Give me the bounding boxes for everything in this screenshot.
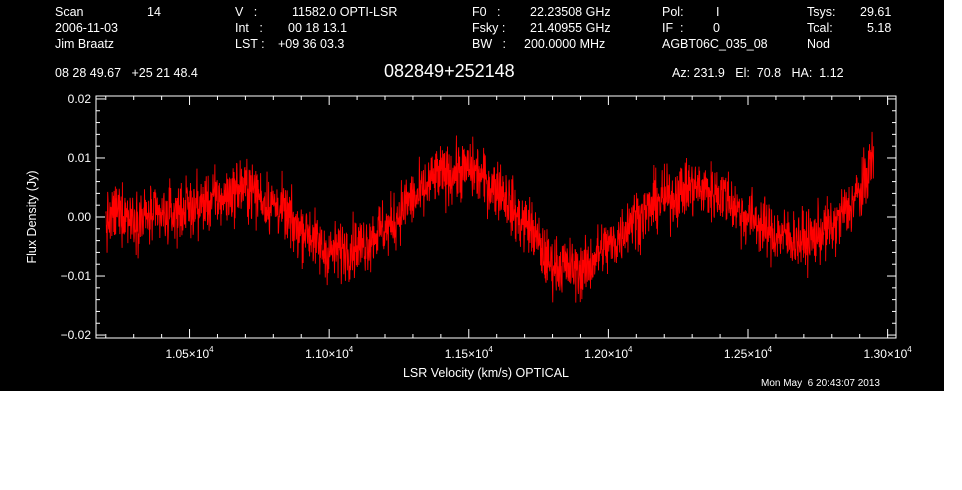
y-axis-title: Flux Density (Jy) xyxy=(25,170,39,263)
lst-label: LST : xyxy=(235,37,265,51)
f0-value: 22.23508 GHz xyxy=(530,5,611,19)
fsky-value: 21.40955 GHz xyxy=(530,21,611,35)
spectrum-panel: Scan 14 2006-11-03 Jim Braatz V : 11582.… xyxy=(0,0,944,391)
plot-frame xyxy=(95,95,897,339)
x-tick-label: 1.30×104 xyxy=(864,345,913,361)
az-el-ha: Az: 231.9 El: 70.8 HA: 1.12 xyxy=(672,66,844,80)
tsys-label: Tsys: xyxy=(807,5,836,19)
procedure-name: Nod xyxy=(807,37,830,51)
lst-value: +09 36 03.3 xyxy=(278,37,345,51)
scan-label: Scan xyxy=(55,5,84,19)
tsys-value: 29.61 xyxy=(860,5,892,19)
tcal-value: 5.18 xyxy=(867,21,892,35)
x-axis-title: LSR Velocity (km/s) OPTICAL xyxy=(403,366,569,380)
f0-label: F0 : xyxy=(472,5,501,19)
fsky-label: Fsky : xyxy=(472,21,506,35)
project-id: AGBT06C_035_08 xyxy=(662,37,768,51)
observer-name: Jim Braatz xyxy=(55,37,115,51)
tcal-label: Tcal: xyxy=(807,21,833,35)
source-coordinates: 08 28 49.67 +25 21 48.4 xyxy=(55,66,198,80)
bandwidth-value: 200.0000 MHz xyxy=(524,37,606,51)
spectrum-chart: 1.05×104 1.10×104 1.15×104 1.20×104 1.25×104… xyxy=(25,92,913,380)
velocity-value: 11582.0 OPTI-LSR xyxy=(292,5,398,19)
integration-label: Int : xyxy=(235,21,263,35)
velocity-label: V : xyxy=(235,5,258,19)
x-tick-label: 1.25×104 xyxy=(724,345,773,361)
x-tick-label: 1.05×104 xyxy=(165,345,214,361)
if-label: IF : xyxy=(662,21,684,35)
x-tick-label: 1.10×104 xyxy=(305,345,354,361)
obs-date: 2006-11-03 xyxy=(55,21,119,35)
bandwidth-label: BW : xyxy=(472,37,507,51)
y-tick-label: −0.01 xyxy=(61,269,92,283)
x-tick-label: 1.20×104 xyxy=(584,345,633,361)
y-tick-label: −0.02 xyxy=(61,328,92,342)
y-tick-label: 0.02 xyxy=(68,92,92,106)
integration-value: 00 18 13.1 xyxy=(288,21,348,35)
plot-timestamp: Mon May 6 20:43:07 2013 xyxy=(761,378,880,389)
x-tick-label: 1.15×104 xyxy=(445,345,494,361)
pol-value: I xyxy=(716,5,720,19)
pol-label: Pol: xyxy=(662,5,684,19)
if-value: 0 xyxy=(713,21,720,35)
source-name: 082849+252148 xyxy=(384,61,515,81)
y-tick-label: 0.01 xyxy=(68,151,92,165)
y-tick-label: 0.00 xyxy=(68,210,92,224)
scan-value: 14 xyxy=(147,5,161,19)
spectrum-line xyxy=(105,131,875,303)
